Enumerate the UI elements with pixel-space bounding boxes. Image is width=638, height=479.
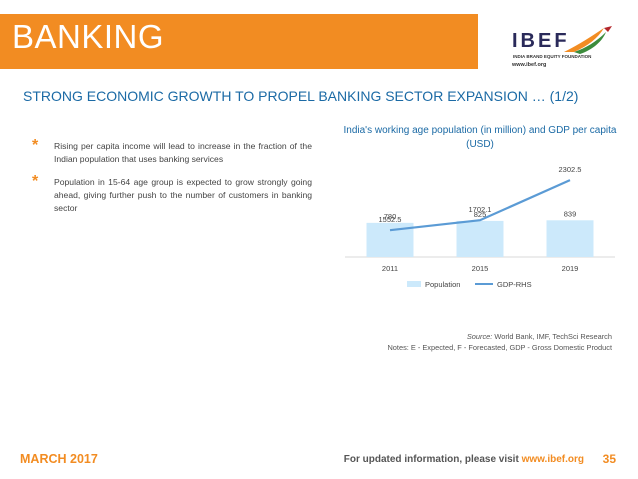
bird-logo-icon (564, 26, 612, 54)
x-tick-label: 2019 (562, 264, 579, 273)
asterisk-bullet-icon: * (32, 173, 39, 190)
header-banner: BANKING (0, 14, 478, 69)
source-note: Source: World Bank, IMF, TechSci Researc… (387, 331, 612, 353)
bullet-list: * Rising per capita income will lead to … (32, 137, 312, 225)
bar-value-label: 780 (384, 212, 397, 221)
page-number: 35 (602, 452, 616, 466)
line-value-label: 1552.5 (379, 215, 402, 224)
gdp-line (389, 179, 571, 232)
footer-date: MARCH 2017 (20, 452, 98, 466)
ibef-logo[interactable]: IBEF INDIA BRAND EQUITY FOUNDATION www.i… (502, 22, 626, 68)
footer-link[interactable]: www.ibef.org (521, 454, 584, 465)
bar-value-label: 825 (474, 210, 487, 219)
footer-info-text: For updated information, please visit (343, 454, 522, 465)
footer-info: For updated information, please visit ww… (344, 454, 584, 465)
x-tick-label: 2015 (472, 264, 489, 273)
legend-swatch-population (407, 281, 421, 287)
line-value-label: 1702.1 (469, 205, 492, 214)
bullet-text: Rising per capita income will lead to in… (54, 141, 312, 164)
page-title: BANKING (12, 18, 165, 55)
population-bar (456, 220, 504, 257)
logo-url: www.ibef.org (512, 62, 547, 68)
bullet-item: * Population in 15-64 age group is expec… (32, 173, 312, 215)
population-gdp-chart: 780 2011 825 2015 839 2019 1552.5 1702.1 2302.5 P… (345, 165, 615, 289)
slide-subtitle: STRONG ECONOMIC GROWTH TO PROPEL BANKING… (23, 88, 579, 104)
bar-value-label: 839 (564, 209, 577, 218)
x-tick-label: 2011 (382, 264, 398, 273)
logo-wordmark: IBEF (512, 30, 570, 52)
logo-tagline: INDIA BRAND EQUITY FOUNDATION (513, 54, 592, 59)
bullet-item: * Rising per capita income will lead to … (32, 137, 312, 166)
notes-text: Notes: E - Expected, F - Forecasted, GDP… (387, 343, 612, 352)
source-label: Source: (466, 332, 493, 341)
line-value-label: 2302.5 (559, 165, 582, 174)
asterisk-bullet-icon: * (32, 137, 39, 154)
legend-label-gdp: GDP-RHS (497, 280, 532, 289)
legend-label-population: Population (425, 280, 460, 289)
population-bar (546, 220, 594, 257)
source-text: World Bank, IMF, TechSci Research (492, 332, 612, 341)
bullet-text: Population in 15-64 age group is expecte… (54, 177, 312, 213)
chart-title: India's working age population (in milli… (343, 125, 617, 150)
